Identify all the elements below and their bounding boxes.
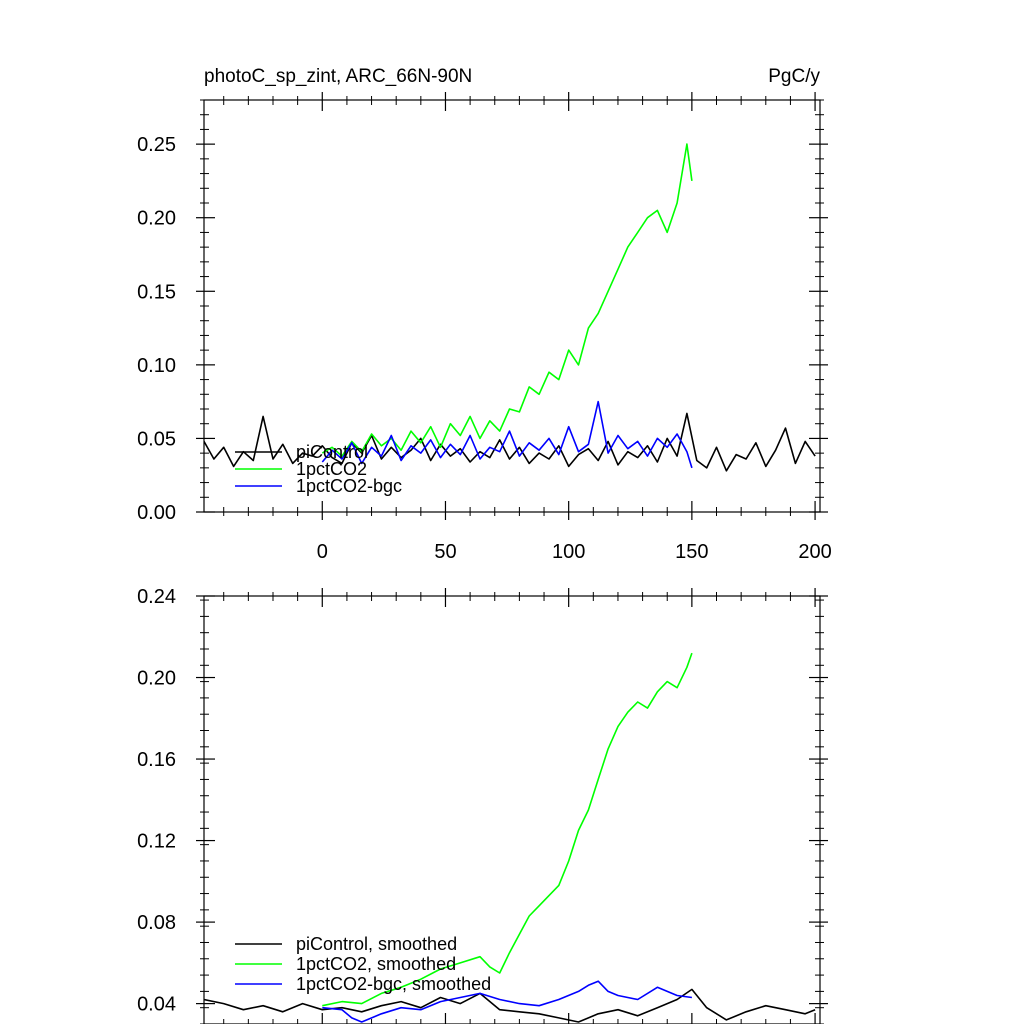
y-tick-label: 0.24: [137, 586, 176, 608]
x-tick-label: 50: [434, 541, 456, 563]
x-tick-label: 150: [675, 541, 708, 563]
legend-label: piControl: [296, 442, 368, 462]
series-line-0-1: [321, 143, 693, 457]
series-line-1-1: [322, 652, 693, 1007]
series-line-1-2: [322, 980, 693, 1023]
series-line-0-0: [204, 412, 816, 472]
y-tick-label: 0.10: [137, 355, 176, 377]
plot-frame: [203, 595, 821, 1024]
bottom-panel: 0.04 0.08 0.12 0.16 0.20 0.24 piControl, smoot…: [137, 586, 828, 1024]
y-tick-label: 0.20: [137, 668, 176, 690]
legend-label: 1pctCO2-bgc, smoothed: [296, 974, 491, 994]
legend-label: piControl, smoothed: [296, 934, 457, 954]
chart-units: PgC/y: [768, 66, 820, 87]
y-tick-label: 0.16: [137, 749, 176, 771]
x-tick-label: 200: [798, 541, 831, 563]
legend-label: 1pctCO2, smoothed: [296, 954, 456, 974]
legend-label: 1pctCO2: [296, 459, 367, 479]
legend-label: 1pctCO2-bgc: [296, 476, 402, 496]
y-tick-label: 0.25: [137, 134, 176, 156]
top-panel: 0 50 100 150 200 0.00 0.05 0.10 0.15 0.20 0.25 piCo…: [137, 92, 832, 563]
y-tick-label: 0.00: [137, 502, 176, 524]
chart-title: photoC_sp_zint, ARC_66N-90N: [204, 66, 472, 87]
y-tick-label: 0.20: [137, 208, 176, 230]
y-tick-label: 0.04: [137, 994, 176, 1016]
series-line-1-0: [204, 988, 816, 1023]
series-line-0-2: [321, 400, 693, 469]
x-tick-label: 0: [317, 541, 328, 563]
y-tick-label: 0.15: [137, 281, 176, 303]
x-tick-label: 100: [552, 541, 585, 563]
y-tick-label: 0.12: [137, 831, 176, 853]
y-tick-label: 0.05: [137, 428, 176, 450]
y-tick-label: 0.08: [137, 912, 176, 934]
